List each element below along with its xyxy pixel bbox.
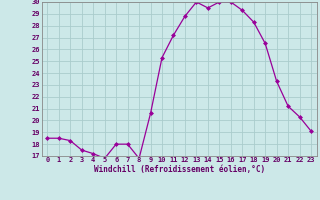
X-axis label: Windchill (Refroidissement éolien,°C): Windchill (Refroidissement éolien,°C) — [94, 165, 265, 174]
